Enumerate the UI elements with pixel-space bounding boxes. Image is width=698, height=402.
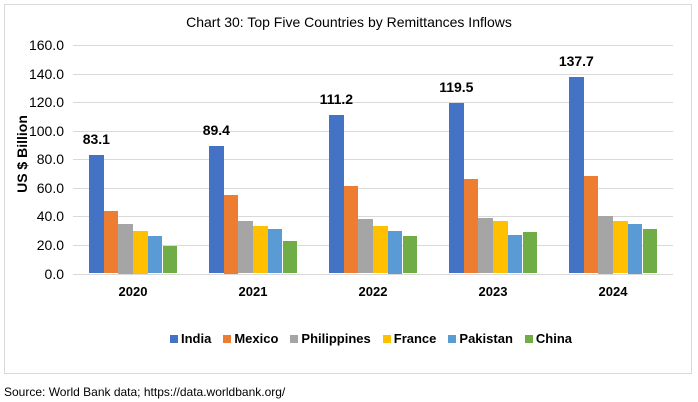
- legend-item-india: India: [170, 331, 211, 346]
- legend-label: France: [393, 331, 437, 346]
- legend-item-china: China: [524, 331, 573, 346]
- bar-pakistan-2022: [387, 230, 403, 274]
- y-tick-label: 80.0: [36, 151, 64, 168]
- gridline: [73, 274, 673, 275]
- bar-pakistan-2024: [627, 223, 643, 274]
- y-tick-label: 100.0: [28, 122, 64, 139]
- bar-india-2021: [209, 145, 224, 274]
- legend-label: Mexico: [234, 331, 279, 346]
- legend-swatch: [382, 334, 391, 343]
- legend-label: China: [535, 331, 573, 346]
- bar-mexico-2023: [463, 179, 479, 274]
- gridline: [73, 45, 673, 46]
- bar-philippines-2023: [478, 217, 494, 274]
- bar-philippines-2020: [118, 223, 134, 274]
- gridline: [73, 188, 673, 189]
- y-tick-label: 60.0: [36, 179, 64, 196]
- bar-china-2023: [522, 232, 538, 274]
- gridline: [73, 74, 673, 75]
- bar-india-2023: [449, 102, 464, 274]
- y-tick-label: 160.0: [28, 37, 64, 53]
- bar-mexico-2020: [103, 210, 119, 274]
- gridline: [73, 102, 673, 103]
- x-category-label: 2021: [238, 284, 268, 299]
- bar-france-2022: [373, 226, 388, 274]
- legend-label: India: [181, 331, 212, 346]
- legend-item-france: France: [382, 331, 437, 346]
- data-label-india: 111.2: [319, 90, 354, 107]
- bar-pakistan-2023: [507, 234, 523, 274]
- bar-philippines-2021: [238, 220, 254, 274]
- gridline: [73, 159, 673, 160]
- legend-swatch: [170, 334, 178, 343]
- source-note: Source: World Bank data; https://data.wo…: [4, 385, 286, 399]
- legend-item-pakistan: Pakistan: [448, 331, 513, 346]
- data-label-india: 83.1: [82, 130, 110, 147]
- bar-philippines-2024: [598, 216, 614, 274]
- y-tick-label: 140.0: [28, 65, 64, 82]
- bar-china-2024: [642, 229, 658, 274]
- bar-france-2020: [133, 230, 148, 274]
- chart-title: Chart 30: Top Five Countries by Remittan…: [186, 14, 512, 30]
- bar-china-2021: [282, 240, 298, 274]
- legend: India Mexico Philippines France Pakistan Chin…: [170, 331, 572, 346]
- bar-mexico-2022: [343, 186, 359, 274]
- bar-france-2023: [493, 220, 508, 274]
- x-category-label: 2023: [478, 284, 508, 299]
- bar-france-2024: [613, 220, 628, 274]
- bar-philippines-2022: [358, 219, 374, 274]
- gridline: [73, 131, 673, 132]
- bar-france-2021: [253, 226, 268, 274]
- x-category-label: 2020: [118, 284, 148, 299]
- bar-china-2022: [402, 236, 418, 274]
- y-tick-label: 0.0: [44, 265, 64, 282]
- bar-mexico-2024: [583, 176, 599, 274]
- y-tick-label: 20.0: [36, 236, 64, 253]
- legend-label: Pakistan: [459, 331, 513, 346]
- legend-label: Philippines: [301, 331, 371, 346]
- legend-swatch: [223, 334, 232, 343]
- x-category-label: 2022: [358, 284, 388, 299]
- bar-pakistan-2021: [267, 229, 283, 274]
- bar-india-2020: [89, 154, 104, 274]
- legend-swatch: [524, 334, 533, 343]
- bar-india-2022: [329, 114, 344, 274]
- legend-swatch: [448, 334, 457, 343]
- bar-pakistan-2020: [147, 236, 163, 274]
- y-tick-label: 40.0: [36, 208, 64, 225]
- legend-item-mexico: Mexico: [223, 331, 278, 346]
- bar-mexico-2021: [223, 194, 239, 274]
- data-label-india: 119.5: [439, 78, 474, 95]
- legend-item-philippines: Philippines: [290, 331, 371, 346]
- data-label-india: 89.4: [202, 121, 230, 138]
- bar-china-2020: [162, 246, 178, 274]
- y-tick-label: 120.0: [28, 94, 64, 111]
- gridline: [73, 216, 673, 217]
- legend-swatch: [290, 334, 299, 343]
- bar-india-2024: [569, 76, 584, 274]
- data-label-india: 137.7: [558, 52, 594, 69]
- x-category-label: 2024: [598, 284, 628, 299]
